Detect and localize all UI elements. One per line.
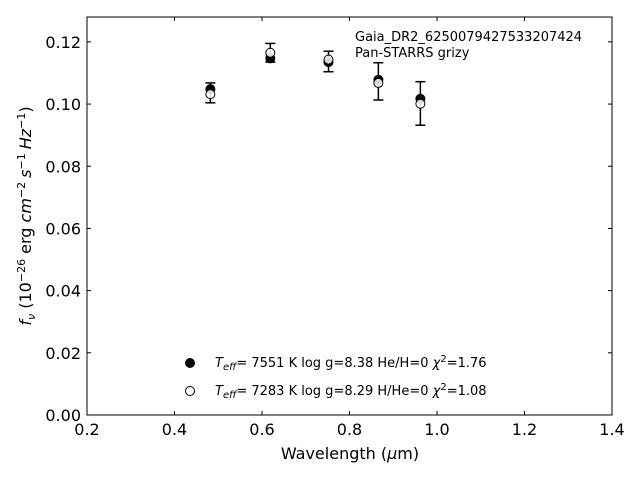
- x-tick-label: 1.0: [424, 420, 449, 439]
- x-tick-label: 1.2: [512, 420, 537, 439]
- y-tick-label: 0.12: [45, 33, 81, 52]
- y-label-exp3: −1: [15, 153, 28, 169]
- x-tick-label: 0.2: [74, 420, 99, 439]
- x-axis-label-mu: μ: [386, 444, 397, 463]
- legend-filled-chi-value: =1.76: [447, 356, 487, 371]
- y-label-exp1: −26: [15, 259, 28, 282]
- y-tick-label: 0.04: [45, 282, 81, 301]
- x-axis-label-part-3: m): [397, 444, 419, 463]
- ticks-layer: 0.2 0.4 0.6 0.8 1.0 1.2 1.4 0.00 0.02 0.04 0.06 0.0…: [45, 17, 625, 439]
- legend-marker-filled: [185, 358, 195, 368]
- y-label-cm: cm: [16, 198, 35, 222]
- y-axis-label: fν (10−26 erg cm−2s−1Hz−1): [15, 106, 38, 325]
- legend-open-chi-value: =1.08: [447, 384, 487, 399]
- model-point-open: [205, 89, 216, 100]
- annotation-survey: Pan-STARRS grizy: [355, 46, 470, 61]
- legend-open-t: T: [215, 384, 224, 399]
- x-tick-label: 1.4: [599, 420, 624, 439]
- legend-open-chi-sup: 2: [440, 382, 446, 393]
- y-label-open: (10: [16, 282, 35, 314]
- y-label-exp2: −2: [15, 182, 28, 198]
- x-axis-label: Wavelength (μm): [281, 444, 419, 463]
- y-label-exp4: −1: [15, 113, 28, 129]
- marks-layer: [205, 42, 426, 126]
- y-tick-label: 0.00: [45, 406, 81, 425]
- legend: Teff= 7551 K log g=8.38 He/H=0 χ2=1.76 T…: [185, 354, 487, 401]
- legend-open-teff-sub: eff: [223, 390, 238, 401]
- legend-filled-chi: χ: [432, 356, 442, 371]
- x-tick-label: 0.4: [162, 420, 187, 439]
- legend-filled-value: = 7551 K log g=8.38 He/H=0: [236, 356, 432, 371]
- plot-frame: [86, 16, 613, 416]
- legend-filled-teff-sub: eff: [223, 362, 238, 373]
- model-point-open: [265, 47, 276, 58]
- y-tick-label: 0.08: [45, 157, 81, 176]
- y-label-erg: erg: [16, 222, 35, 258]
- legend-open-value: = 7283 K log g=8.29 H/He=0: [236, 384, 432, 399]
- legend-label-open: Teff= 7283 K log g=8.29 H/He=0 χ2=1.08: [215, 382, 487, 401]
- y-tick-label: 0.02: [45, 344, 81, 363]
- legend-label-filled: Teff= 7551 K log g=8.38 He/H=0 χ2=1.76: [215, 354, 487, 373]
- y-label-f: f: [16, 318, 35, 326]
- y-label-s: s: [16, 170, 35, 178]
- annotation-object-id: Gaia_DR2_6250079427533207424: [355, 30, 582, 45]
- y-tick-label: 0.06: [45, 219, 81, 238]
- legend-filled-chi-sup: 2: [440, 354, 446, 365]
- model-point-open: [323, 54, 334, 65]
- x-tick-label: 0.8: [337, 420, 362, 439]
- legend-open-chi: χ: [432, 384, 442, 399]
- y-label-close: ): [16, 106, 35, 112]
- legend-filled-t: T: [215, 356, 224, 371]
- legend-marker-open: [185, 386, 195, 396]
- y-label-nu: ν: [25, 314, 38, 320]
- x-tick-label: 0.6: [249, 420, 274, 439]
- x-axis-label-part-1: Wavelength (: [281, 444, 387, 463]
- y-tick-label: 0.10: [45, 95, 81, 114]
- model-point-open: [415, 98, 426, 109]
- y-label-hz: Hz: [16, 128, 35, 149]
- model-point-open: [373, 77, 384, 88]
